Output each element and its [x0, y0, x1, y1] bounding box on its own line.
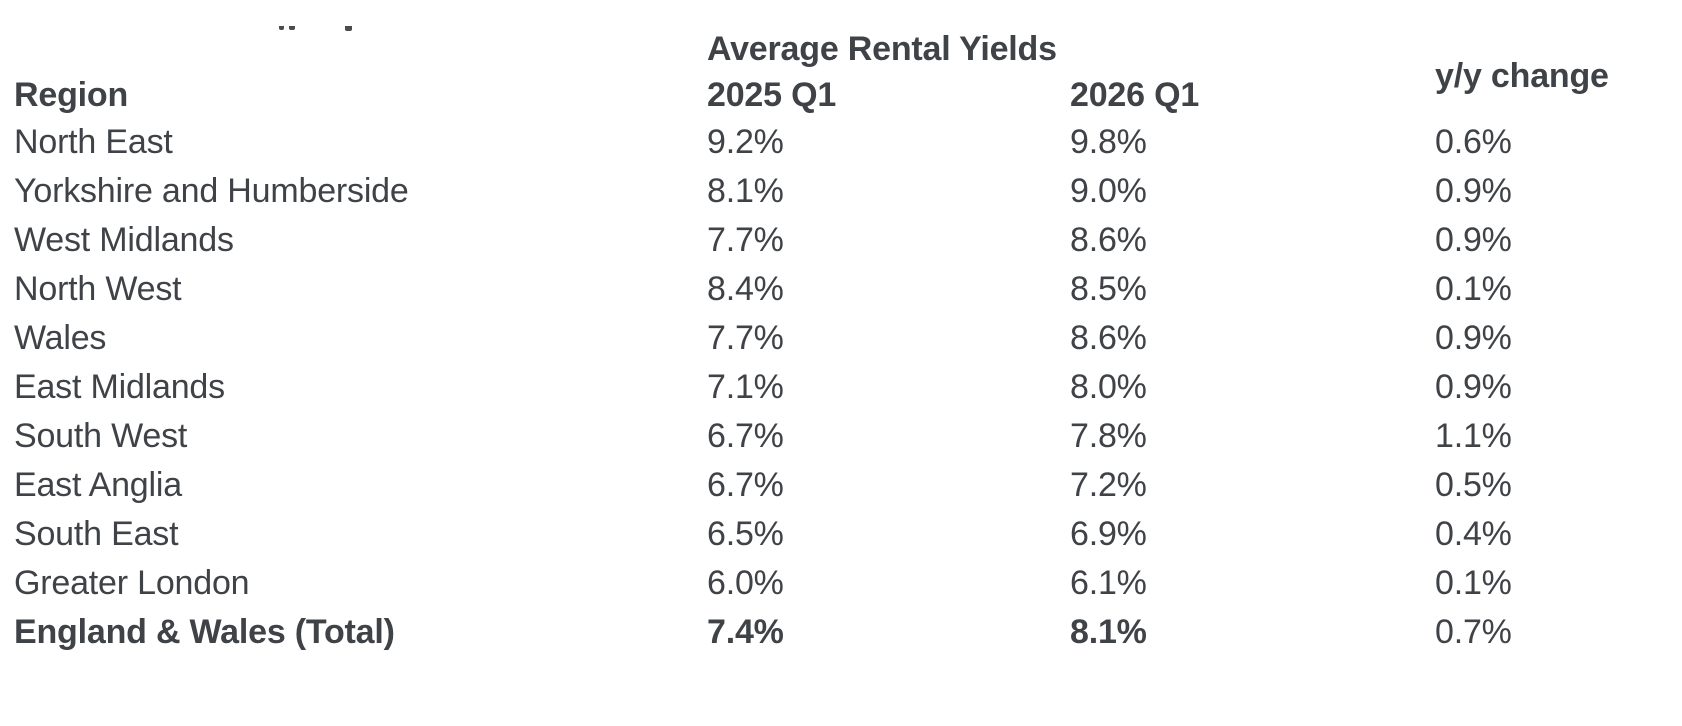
table-row: West Midlands 7.7% 8.6% 0.9%: [14, 216, 1668, 265]
table-row: East Midlands 7.1% 8.0% 0.9%: [14, 363, 1668, 412]
yy-change-cell: 0.7%: [1435, 613, 1512, 651]
yield-2026-cell: 8.0%: [1070, 368, 1147, 406]
column-header-yy-change: y/y change: [1435, 56, 1609, 95]
yield-2025-cell: 8.1%: [707, 172, 784, 210]
region-cell: Wales: [14, 319, 107, 357]
header-spacer: [14, 26, 707, 72]
yy-change-cell: 0.1%: [1435, 564, 1512, 602]
yy-change-cell: 0.9%: [1435, 319, 1512, 357]
table-row-total: England & Wales (Total) 7.4% 8.1% 0.7%: [14, 608, 1668, 657]
rental-yields-table: Average Rental Yields y/y change Region …: [14, 26, 1668, 657]
yield-2025-cell: 9.2%: [707, 123, 784, 161]
clipped-text-descender: [289, 26, 295, 30]
table-row: North West 8.4% 8.5% 0.1%: [14, 265, 1668, 314]
yield-2026-cell: 8.5%: [1070, 270, 1147, 308]
yield-2025-cell: 7.7%: [707, 319, 784, 357]
yy-change-cell: 0.4%: [1435, 515, 1512, 553]
yield-2026-cell: 8.6%: [1070, 221, 1147, 259]
yield-2025-cell: 6.7%: [707, 466, 784, 504]
clipped-text-descender: [279, 26, 284, 30]
region-cell: West Midlands: [14, 221, 234, 259]
yield-2025-cell: 6.5%: [707, 515, 784, 553]
yield-2025-cell: 6.7%: [707, 417, 784, 455]
yield-2026-cell: 9.8%: [1070, 123, 1147, 161]
yield-2025-cell: 7.1%: [707, 368, 784, 406]
yy-change-cell: 0.1%: [1435, 270, 1512, 308]
yield-2026-cell: 8.1%: [1070, 613, 1147, 651]
region-cell: North West: [14, 270, 182, 308]
table-row: Greater London 6.0% 6.1% 0.1%: [14, 559, 1668, 608]
yield-2026-cell: 6.9%: [1070, 515, 1147, 553]
yield-2026-cell: 7.2%: [1070, 466, 1147, 504]
yy-change-cell: 0.9%: [1435, 368, 1512, 406]
yy-change-cell: 1.1%: [1435, 417, 1512, 455]
yield-2026-cell: 6.1%: [1070, 564, 1147, 602]
region-cell: South West: [14, 417, 188, 455]
region-cell: South East: [14, 515, 179, 553]
region-cell: Greater London: [14, 564, 250, 602]
table-row: North East 9.2% 9.8% 0.6%: [14, 118, 1668, 167]
yy-change-cell: 0.5%: [1435, 466, 1512, 504]
yield-2025-cell: 6.0%: [707, 564, 784, 602]
table-row: South East 6.5% 6.9% 0.4%: [14, 510, 1668, 559]
table-header: Average Rental Yields y/y change Region …: [14, 26, 1668, 118]
yield-2025-cell: 7.7%: [707, 221, 784, 259]
column-header-2026-q1: 2026 Q1: [1070, 75, 1200, 114]
yy-change-cell: 0.6%: [1435, 123, 1512, 161]
table-header-row-columns: Region 2025 Q1 2026 Q1: [14, 72, 1668, 118]
region-cell: England & Wales (Total): [14, 613, 395, 651]
yield-2026-cell: 9.0%: [1070, 172, 1147, 210]
region-cell: North East: [14, 123, 173, 161]
yield-2026-cell: 8.6%: [1070, 319, 1147, 357]
yield-2025-cell: 8.4%: [707, 270, 784, 308]
column-header-2025-q1: 2025 Q1: [707, 75, 837, 114]
table-row: South West 6.7% 7.8% 1.1%: [14, 412, 1668, 461]
region-cell: East Anglia: [14, 466, 182, 504]
column-header-region: Region: [14, 75, 129, 114]
region-cell: Yorkshire and Humberside: [14, 172, 409, 210]
table-row: Yorkshire and Humberside 8.1% 9.0% 0.9%: [14, 167, 1668, 216]
table-row: East Anglia 6.7% 7.2% 0.5%: [14, 461, 1668, 510]
yield-2025-cell: 7.4%: [707, 613, 784, 651]
table-group-header: Average Rental Yields: [707, 29, 1057, 68]
yy-change-cell: 0.9%: [1435, 221, 1512, 259]
yield-2026-cell: 7.8%: [1070, 417, 1147, 455]
table-row: Wales 7.7% 8.6% 0.9%: [14, 314, 1668, 363]
table-header-row-group: Average Rental Yields y/y change: [14, 26, 1668, 95]
table-body: North East 9.2% 9.8% 0.6% Yorkshire and Humb…: [14, 118, 1668, 657]
clipped-text-descender: [345, 26, 352, 31]
yy-change-cell: 0.9%: [1435, 172, 1512, 210]
region-cell: East Midlands: [14, 368, 225, 406]
